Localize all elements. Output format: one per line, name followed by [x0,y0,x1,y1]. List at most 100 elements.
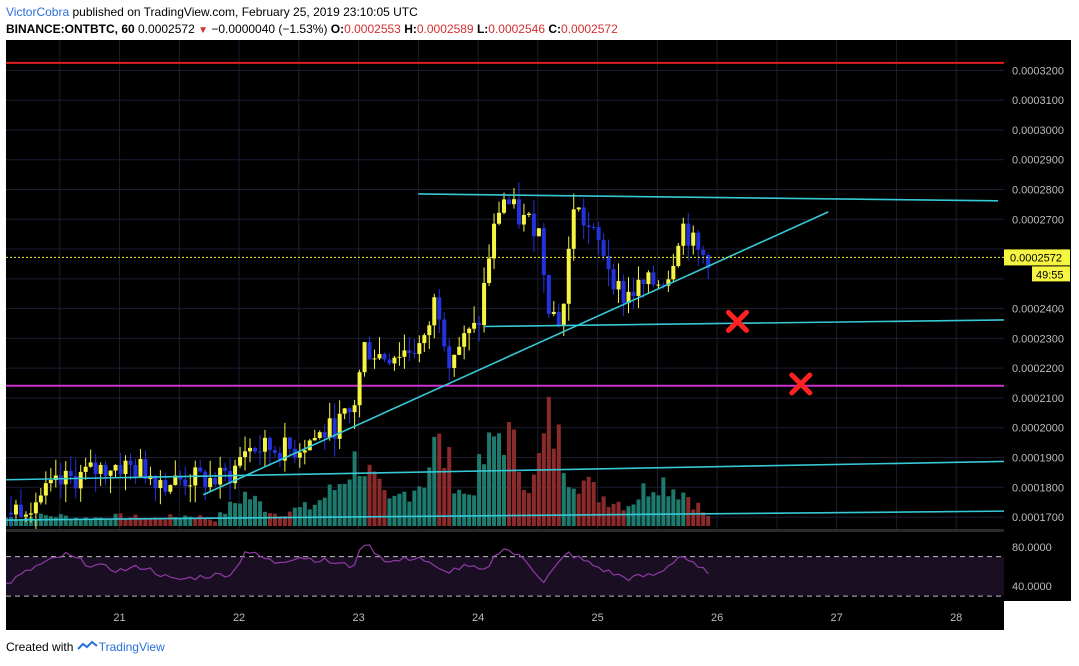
candle-body [576,207,581,210]
candle-body [93,462,98,474]
volume-bar [676,499,681,526]
candle-body [696,232,701,250]
candle-body [228,470,233,484]
volume-bar [312,504,317,526]
price-pane[interactable] [0,40,1005,530]
candle-body [626,291,631,304]
candle-body [417,343,422,354]
y-tick-label: 0.0002000 [1012,423,1064,435]
volume-bar [203,518,208,526]
volume-bar [223,513,228,526]
volume-bar [457,489,462,526]
candle-body [362,342,367,373]
candle-body [681,223,686,246]
candle-body [377,354,382,359]
y-tick-label: 0.0001700 [1012,512,1064,524]
candle-body [631,291,636,296]
candle-body [118,464,123,475]
publish-text: published on TradingView.com, February 2… [72,5,418,19]
candle-body [701,249,706,256]
x-tick-label: 27 [831,612,843,624]
volume-bar [218,512,223,526]
candle-body [651,272,656,285]
price-chart[interactable] [0,40,1005,530]
y-tick-label: 0.0002700 [1012,214,1064,226]
x-tick-label: 23 [352,612,364,624]
candle-body [98,464,103,474]
volume-bar [447,447,452,526]
volume-bar [163,519,168,526]
volume-bar [551,448,556,526]
volume-bar [511,429,516,526]
x-tick-label: 21 [113,612,125,624]
volume-bar [238,503,243,526]
symbol-label: BINANCE:ONTBTC, 60 [6,22,135,36]
y-tick-label: 0.0003100 [1012,95,1064,107]
volume-bar [228,501,233,526]
volume-bar [148,517,153,526]
candle-body [238,457,243,466]
volume-bar [482,464,487,526]
volume-bar [83,517,88,526]
rsi-pane[interactable] [5,532,1004,601]
tradingview-logo-icon [77,640,98,650]
candle-body [58,475,63,485]
volume-bar [48,516,53,526]
x-mark-icon [789,372,813,396]
candle-body [442,319,447,347]
volume-bar [113,513,118,526]
candle-body [43,483,48,496]
tradingview-brand[interactable]: TradingView [98,640,165,654]
volume-bar [123,519,128,526]
candle-body [213,478,218,485]
candle-body [531,213,536,237]
volume-bar [487,432,492,526]
candle-body [621,280,626,304]
volume-bar [506,422,511,526]
candle-body [546,274,551,314]
y-tick-label: 0.0002800 [1012,184,1064,196]
candle-body [267,437,272,451]
volume-bar [257,501,262,526]
close-value: 0.0002572 [561,22,618,36]
candle-body [561,303,566,327]
volume-bar [427,467,432,526]
candle-body [332,418,337,439]
y-tick-label: 0.0001800 [1012,482,1064,494]
volume-bar [531,474,536,526]
rsi-tick-label: 40.0000 [1012,581,1052,593]
y-tick-label: 0.0002100 [1012,393,1064,405]
volume-bar [178,518,183,526]
close-label: C: [548,22,562,36]
time-axis[interactable]: 21 22 23 24 25 26 27 28 [6,601,1004,630]
candle-body [487,258,492,283]
volume-bar [13,519,18,526]
pane-divider[interactable] [6,529,1071,532]
candle-body [28,513,33,515]
price-axis[interactable]: 0.0003200 0.0003100 0.0003000 0.0002900 0.00… [1004,40,1071,601]
volume-bar [541,433,546,526]
candle-body [506,199,511,205]
candle-body [342,408,347,414]
candle-body [188,485,193,487]
volume-bar [337,484,342,526]
candle-body [412,352,417,354]
rsi-chart[interactable] [5,532,1004,601]
candle-body [511,199,516,205]
volume-bar [277,516,282,526]
candle-body [317,432,322,438]
volume-bar [233,503,238,526]
candle-body [661,284,666,286]
price-tag [1004,249,1070,266]
volume-bar [367,464,372,526]
candle-body [477,322,482,326]
volume-bar [656,495,661,526]
volume-bar [347,479,352,526]
candle-body [287,437,292,449]
candle-body [611,269,616,290]
author-link[interactable]: VictorCobra [6,5,70,19]
volume-bar [183,515,188,526]
candle-body [153,475,158,489]
volume-bar [581,480,586,526]
volume-bar [98,517,103,526]
